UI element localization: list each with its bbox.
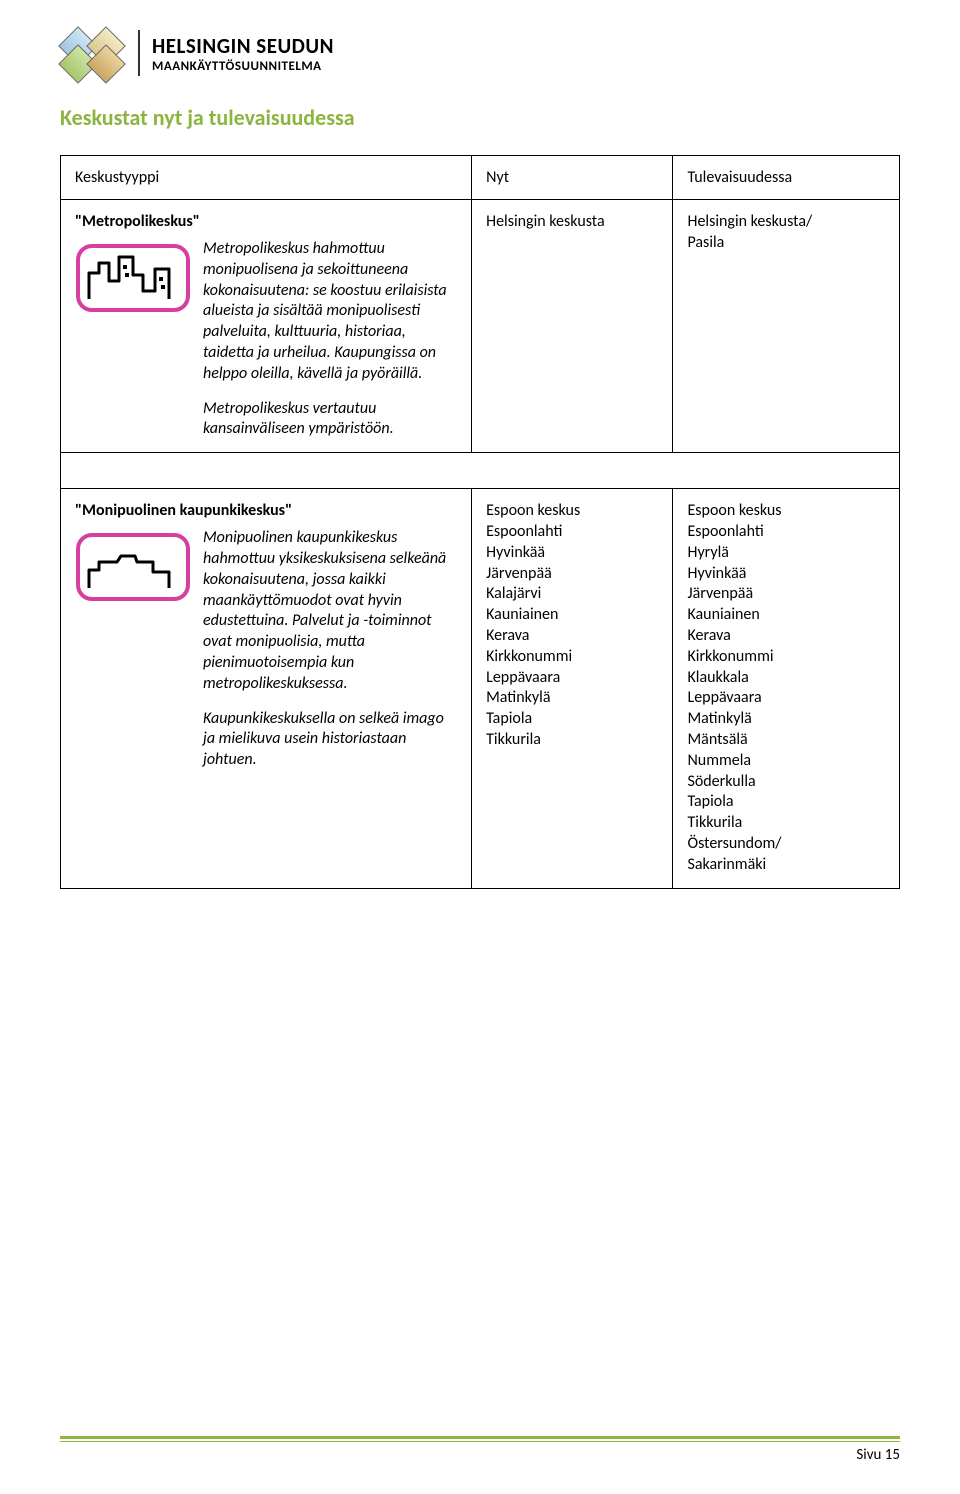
page-title: Keskustat nyt ja tulevaisuudessa xyxy=(60,104,900,131)
list-item: Espoonlahti xyxy=(486,522,658,543)
list-item: Kirkkonummi xyxy=(687,647,885,668)
row-title: "Monipuolinen kaupunkikeskus" xyxy=(75,501,457,520)
col-header-tul: Tulevaisuudessa xyxy=(673,156,900,200)
col-header-type: Keskustyyppi xyxy=(61,156,472,200)
page-footer: Sivu 15 xyxy=(60,1436,900,1464)
col-header-nyt: Nyt xyxy=(472,156,673,200)
header-logo xyxy=(60,30,126,76)
header-line1: HELSINGIN SEUDUN xyxy=(152,33,334,59)
list-item: Matinkylä xyxy=(687,709,885,730)
list-item: Järvenpää xyxy=(486,564,658,585)
row-title: "Metropolikeskus" xyxy=(75,212,457,231)
row-description: Metropolikeskus hahmottuu monipuolisena … xyxy=(203,239,457,440)
cell-type: "Monipuolinen kaupunkikeskus" Monipuoline… xyxy=(61,489,472,888)
list-item: Kalajärvi xyxy=(486,584,658,605)
list-item: Tikkurila xyxy=(486,730,658,751)
list-item: Östersundom/ xyxy=(687,834,885,855)
list-item: Tapiola xyxy=(687,792,885,813)
list-item: Mäntsälä xyxy=(687,730,885,751)
list-item: Nummela xyxy=(687,751,885,772)
table-row: "Monipuolinen kaupunkikeskus" Monipuoline… xyxy=(61,489,900,888)
list-item: Klaukkala xyxy=(687,668,885,689)
list-item: Kirkkonummi xyxy=(486,647,658,668)
cell-tulevaisuudessa: Espoon keskusEspoonlahtiHyryläHyvinkääJä… xyxy=(673,489,900,888)
list-item: Kauniainen xyxy=(687,605,885,626)
list-item: Tapiola xyxy=(486,709,658,730)
list-item: Kauniainen xyxy=(486,605,658,626)
list-item: Järvenpää xyxy=(687,584,885,605)
list-item: Matinkylä xyxy=(486,688,658,709)
list-item: Tikkurila xyxy=(687,813,885,834)
list-item: Kerava xyxy=(687,626,885,647)
list-item: Hyrylä xyxy=(687,543,885,564)
header-text: HELSINGIN SEUDUN MAANKÄYTTÖSUUNNITELMA xyxy=(152,33,334,74)
list-item: Leppävaara xyxy=(486,668,658,689)
list-item: Pasila xyxy=(687,233,885,254)
table-header-row: Keskustyyppi Nyt Tulevaisuudessa xyxy=(61,156,900,200)
cell-tulevaisuudessa: Helsingin keskusta/Pasila xyxy=(673,200,900,453)
list-item: Söderkulla xyxy=(687,772,885,793)
page-number: Sivu 15 xyxy=(60,1446,900,1464)
list-item: Sakarinmäki xyxy=(687,855,885,876)
document-header: HELSINGIN SEUDUN MAANKÄYTTÖSUUNNITELMA xyxy=(60,30,900,76)
table-row: "Metropolikeskus" Metropolikeskus hahmott… xyxy=(61,200,900,453)
list-item: Helsingin keskusta/ xyxy=(687,212,885,233)
centers-table: Keskustyyppi Nyt Tulevaisuudessa "Metrop… xyxy=(60,155,900,889)
list-item: Espoon keskus xyxy=(687,501,885,522)
header-line2: MAANKÄYTTÖSUUNNITELMA xyxy=(152,59,334,74)
center-type-icon xyxy=(75,532,191,602)
header-divider xyxy=(138,30,140,76)
list-item: Espoon keskus xyxy=(486,501,658,522)
spacer-row xyxy=(61,453,900,489)
list-item: Leppävaara xyxy=(687,688,885,709)
list-item: Espoonlahti xyxy=(687,522,885,543)
center-type-icon xyxy=(75,243,191,313)
cell-nyt: Helsingin keskusta xyxy=(472,200,673,453)
row-description: Monipuolinen kaupunkikeskus hahmottuu yk… xyxy=(203,528,457,771)
list-item: Hyvinkää xyxy=(687,564,885,585)
cell-type: "Metropolikeskus" Metropolikeskus hahmott… xyxy=(61,200,472,453)
list-item: Kerava xyxy=(486,626,658,647)
list-item: Helsingin keskusta xyxy=(486,212,658,233)
list-item: Hyvinkää xyxy=(486,543,658,564)
cell-nyt: Espoon keskusEspoonlahtiHyvinkääJärvenpä… xyxy=(472,489,673,888)
